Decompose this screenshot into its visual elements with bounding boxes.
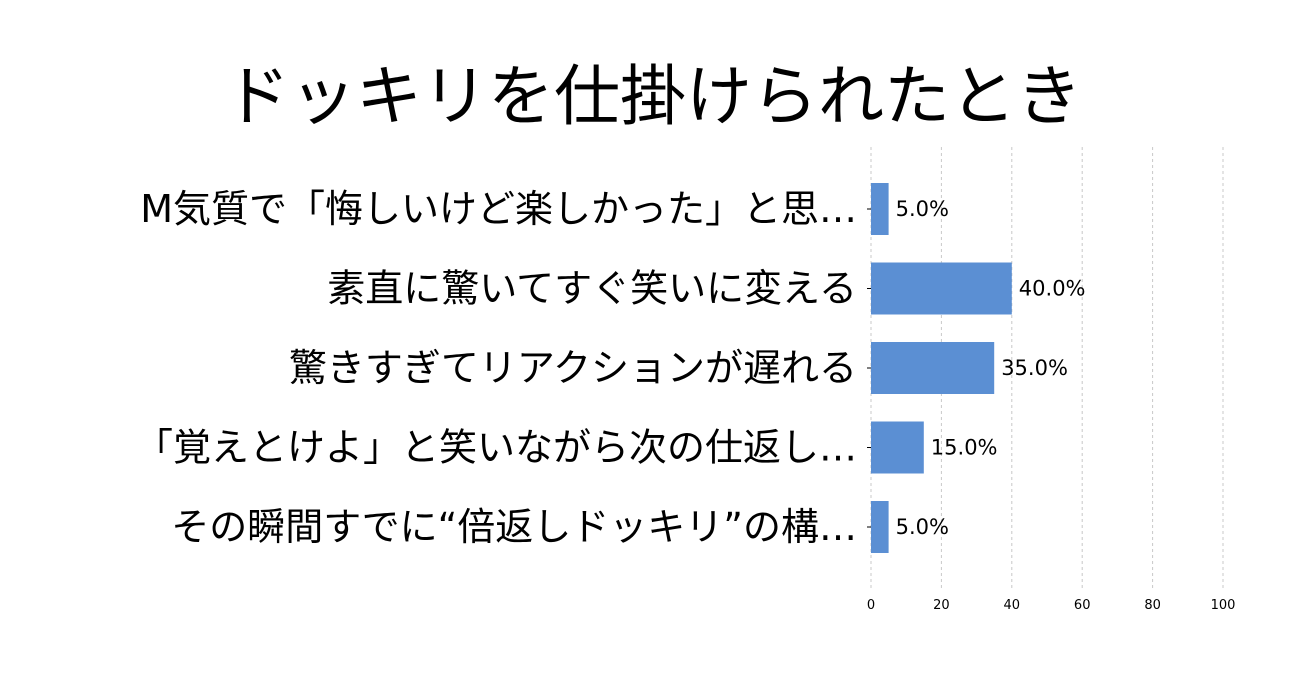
category-label: その瞬間すでに“倍返しドッキリ”の構… <box>171 505 857 549</box>
category-label: M気質で「悔しいけど楽しかった」と思… <box>140 187 857 231</box>
chart-title: ドッキリを仕掛けられたとき <box>224 58 1082 135</box>
value-label: 40.0% <box>1019 277 1086 301</box>
bar <box>871 262 1012 315</box>
x-tick-label: 20 <box>933 598 950 613</box>
category-label: 「覚えとけよ」と笑いながら次の仕返し… <box>135 426 857 470</box>
value-label: 35.0% <box>1001 356 1068 380</box>
bar <box>871 501 889 553</box>
x-tick-label: 100 <box>1211 598 1236 613</box>
category-label: 素直に驚いてすぐ笑いに変える <box>327 267 857 311</box>
value-label: 15.0% <box>931 436 998 460</box>
value-label: 5.0% <box>896 515 949 539</box>
value-label: 5.0% <box>896 197 949 221</box>
category-labels: M気質で「悔しいけど楽しかった」と思… 素直に驚いてすぐ笑いに変える驚きすぎてリア… <box>135 187 857 549</box>
x-tick-label: 60 <box>1074 598 1091 613</box>
x-tick-label: 80 <box>1144 598 1161 613</box>
category-label: 驚きすぎてリアクションが遅れる <box>289 346 857 390</box>
bar <box>871 421 924 474</box>
x-axis-ticks: 0 20 40 60 80 100 <box>867 208 1236 613</box>
value-labels: 5.0% 40.0% 35.0% 15.0% 5.0% <box>896 197 1086 539</box>
bar <box>871 342 995 394</box>
bars <box>871 183 1012 553</box>
bar <box>871 183 889 235</box>
x-tick-label: 0 <box>867 598 875 613</box>
x-tick-label: 40 <box>1004 598 1021 613</box>
